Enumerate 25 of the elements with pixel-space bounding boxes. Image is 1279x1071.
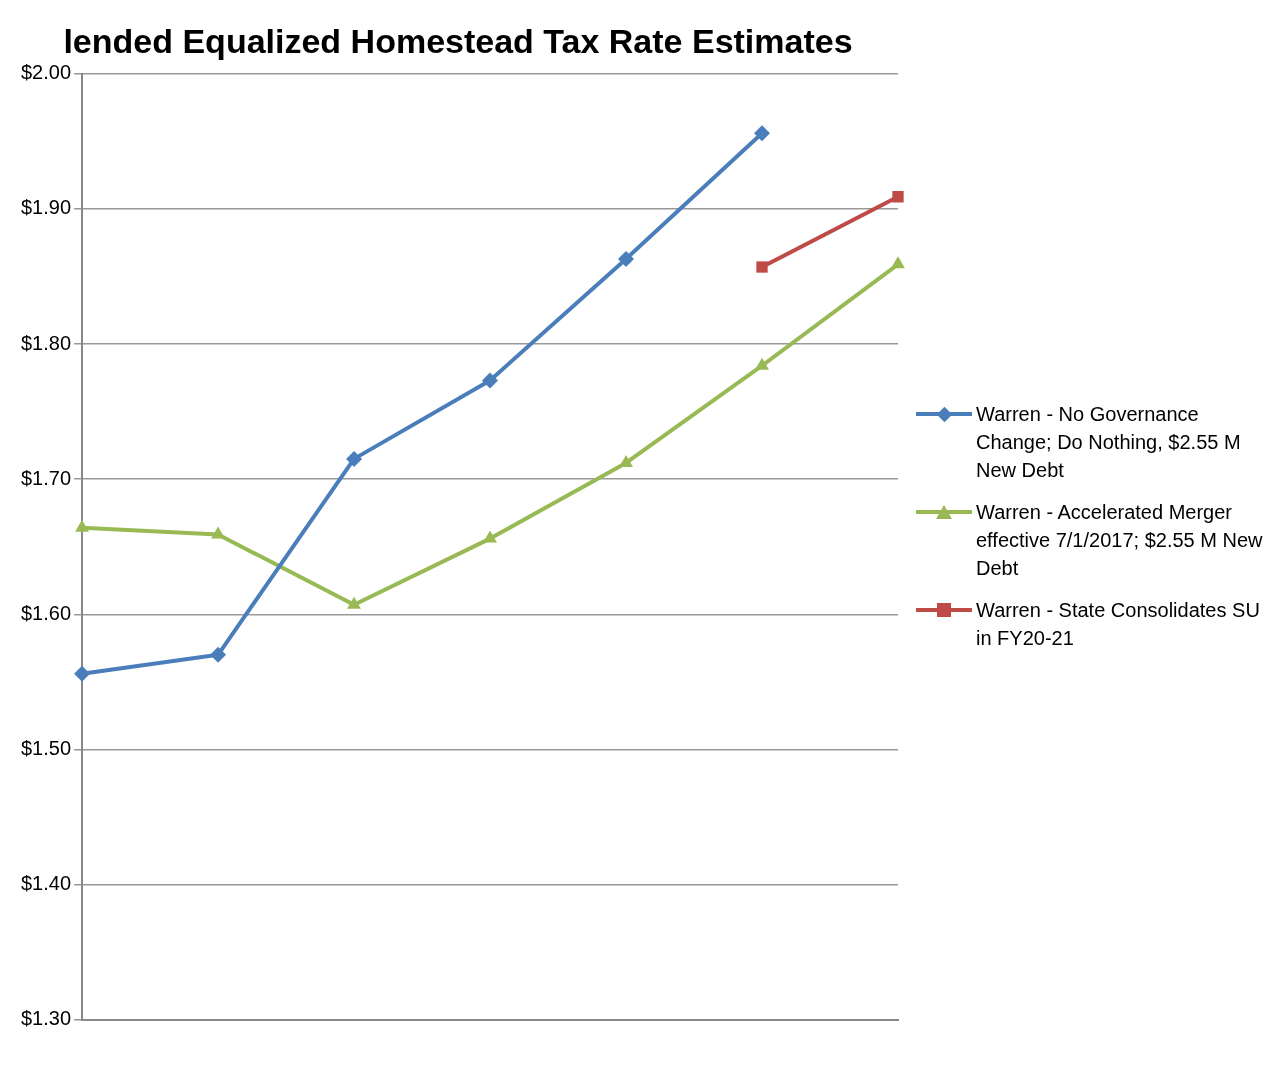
y-tick-label: $1.60 xyxy=(20,601,72,624)
point xyxy=(892,191,904,203)
point xyxy=(619,454,633,467)
point xyxy=(211,526,225,539)
point xyxy=(346,450,363,467)
point xyxy=(754,125,771,142)
point xyxy=(891,256,905,269)
point xyxy=(756,261,768,273)
point xyxy=(347,596,361,609)
y-tick-label: $2.00 xyxy=(20,61,72,84)
point xyxy=(755,357,769,370)
y-tick-label: $1.80 xyxy=(20,331,72,354)
y-tick-label: $1.50 xyxy=(20,736,72,759)
y-tick-label: $1.40 xyxy=(20,872,72,894)
point xyxy=(482,372,499,389)
point xyxy=(75,519,89,532)
legend-label: Warren - Accelerated Merger effective 7/1/2017; $2.55 M New Debt xyxy=(975,500,1264,581)
chart-title: lended Equalized Homestead Tax Rate Estimates xyxy=(63,21,853,60)
point xyxy=(483,530,497,543)
legend-label: Warren - State Consolidates SU in FY20-21 xyxy=(975,598,1261,651)
y-tick-label: $1.70 xyxy=(20,466,72,489)
point xyxy=(618,250,635,267)
y-tick-label: $1.30 xyxy=(20,1007,72,1030)
y-tick-label: $1.90 xyxy=(20,196,72,219)
legend-label: Warren - No Governance Change; Do Nothing, $2.55 M New Debt xyxy=(975,402,1242,483)
